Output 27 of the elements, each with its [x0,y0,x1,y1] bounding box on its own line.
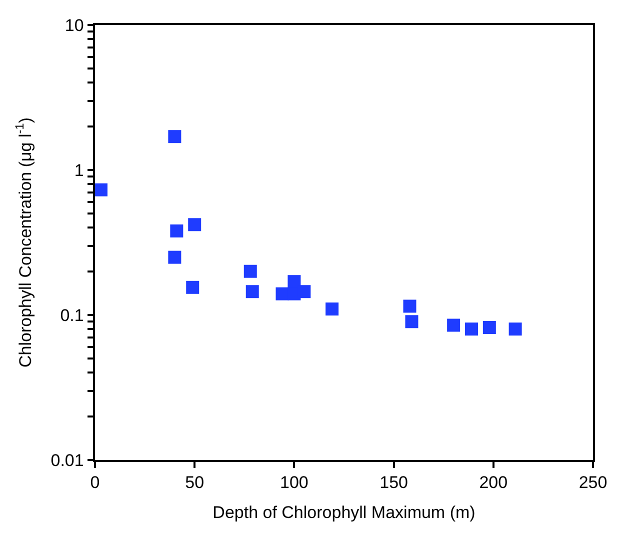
point [168,250,182,264]
y-tick-label: 10 [64,16,84,35]
point [326,302,339,316]
point [405,315,418,328]
point [447,318,460,332]
point [403,300,416,313]
point [186,280,200,294]
point [482,321,496,334]
x-tick-label: 250 [578,473,608,492]
point [188,218,202,232]
point [244,264,257,278]
point [94,183,108,196]
x-tick-label: 0 [90,473,100,492]
point [170,224,184,238]
point [508,322,522,336]
y-tick-label: 0.1 [60,306,84,325]
x-tick-label: 200 [479,473,508,492]
point [168,130,182,144]
x-tick-label: 150 [380,473,408,492]
x-axis-title: Depth of Chlorophyll Maximum (m) [212,503,476,522]
x-tick-label: 100 [280,473,308,492]
point [246,285,259,298]
x-tick-label: 50 [185,473,204,492]
y-tick-label: 0.01 [50,450,84,470]
point [464,322,478,336]
y-tick-label: 1 [74,160,84,180]
point [288,275,301,288]
